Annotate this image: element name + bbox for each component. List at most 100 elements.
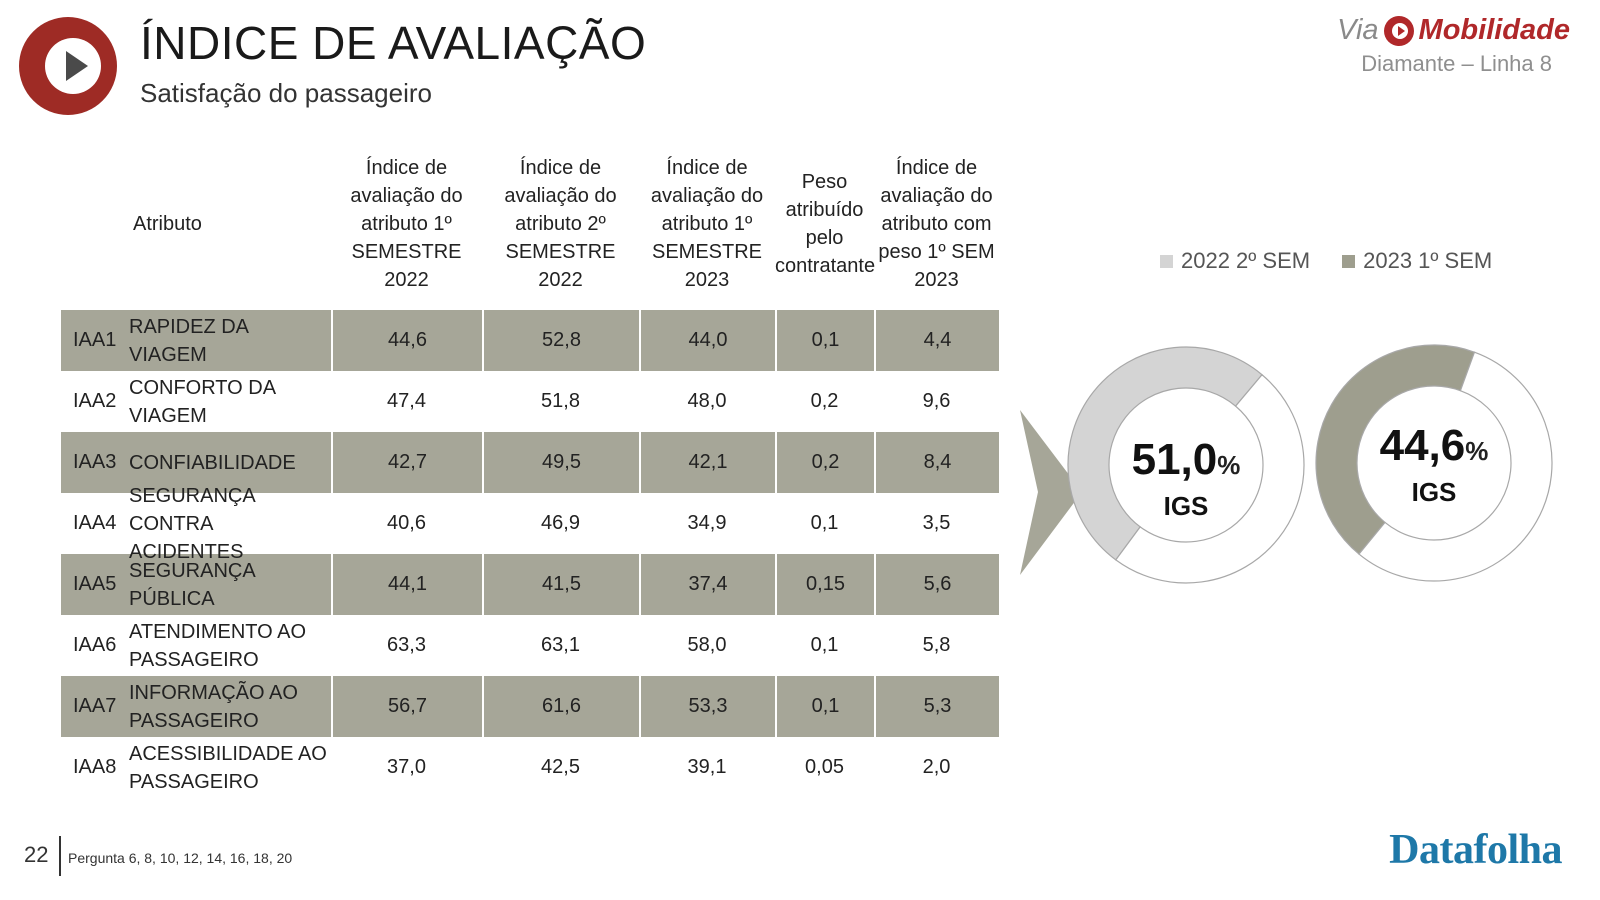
- evaluation-table: Atributo Índice de avaliação do atributo…: [61, 138, 999, 798]
- table-row: IAA4 SEGURANÇA CONTRA ACIDENTES 40,6 46,9 34…: [61, 484, 999, 563]
- cell-s1-2022: 63,3: [387, 634, 426, 656]
- row-code: IAA4: [73, 512, 117, 534]
- donut-2022: 51,0% IGS: [1066, 345, 1306, 585]
- donut-2022-remainder-arc: [1114, 373, 1305, 584]
- cell-peso: 0,05: [805, 756, 844, 778]
- header-attribute: Atributo: [133, 213, 202, 235]
- cell-s1-2023: 42,1: [639, 432, 775, 493]
- cell-s1-2022: 37,0: [387, 756, 426, 778]
- cell-peso: 0,1: [775, 676, 874, 737]
- table-row: IAA7 INFORMAÇÃO AO PASSAGEIRO 56,7 61,6 53,3…: [61, 676, 999, 737]
- row-code: IAA7: [73, 695, 117, 717]
- row-attribute: INFORMAÇÃO AO PASSAGEIRO: [129, 681, 298, 732]
- cell-s1-2022: 47,4: [387, 390, 426, 412]
- cell-s2-2022: 51,8: [541, 390, 580, 412]
- cell-peso: 0,1: [775, 310, 874, 371]
- cell-s1-2022: 40,6: [387, 512, 426, 534]
- donut-2023-value: 44,6%: [1314, 421, 1554, 471]
- cell-peso: 0,2: [775, 432, 874, 493]
- brand-play-icon: [1383, 15, 1414, 46]
- row-attribute: CONFORTO DA VIAGEM: [129, 376, 275, 427]
- datafolha-logo: Datafolha: [1389, 827, 1562, 873]
- cell-s1-2023: 48,0: [687, 390, 727, 412]
- table-body: IAA1 RAPIDEZ DA VIAGEM 44,6 52,8 44,0 0,1 4,4 I…: [61, 310, 999, 798]
- row-attribute: SEGURANÇA CONTRA ACIDENTES: [129, 484, 255, 563]
- cell-peso: 0,15: [775, 554, 874, 615]
- play-logo-icon: [19, 17, 117, 115]
- cell-s1-2023: 34,9: [687, 512, 727, 534]
- cell-s1-2022: 44,6: [331, 310, 482, 371]
- header-col4: Peso atribuído pelo contratante: [775, 171, 876, 277]
- cell-com-peso: 3,5: [922, 512, 951, 534]
- table-row: IAA2 CONFORTO DA VIAGEM 47,4 51,8 48,0 0,2 9,6: [61, 371, 999, 432]
- legend-swatch-2022: [1160, 254, 1173, 268]
- cell-s2-2022: 42,5: [541, 756, 580, 778]
- donut-2023-number: 44,6: [1379, 421, 1466, 470]
- brand-mobilidade: Mobilidade: [1418, 14, 1570, 46]
- donut-2022-svg: [1067, 346, 1305, 584]
- donut-2022-label: IGS: [1163, 491, 1209, 521]
- table-row: IAA8 ACESSIBILIDADE AO PASSAGEIRO 37,0 42,5…: [61, 737, 999, 798]
- brand-logo: Via Mobilidade Diamante – Linha 8: [1337, 14, 1570, 77]
- cell-s1-2023: 53,3: [639, 676, 775, 737]
- legend-item-2022: 2022 2º SEM: [1160, 248, 1310, 274]
- row-code: IAA8: [73, 756, 117, 778]
- donut-2023-label: IGS: [1411, 477, 1457, 507]
- row-attribute: RAPIDEZ DA VIAGEM: [129, 315, 248, 366]
- cell-s2-2022: 41,5: [482, 554, 639, 615]
- cell-peso: 0,1: [810, 634, 839, 656]
- cell-com-peso: 9,6: [922, 390, 951, 412]
- cell-peso: 0,2: [810, 390, 839, 412]
- footer-note: Pergunta 6, 8, 10, 12, 14, 16, 18, 20: [68, 850, 293, 866]
- header-col1: Índice de avaliação do atributo 1º SEMES…: [350, 157, 463, 291]
- cell-com-peso: 5,8: [922, 634, 951, 656]
- row-code: IAA5: [73, 573, 117, 595]
- cell-s1-2023: 58,0: [687, 634, 727, 656]
- cell-s1-2022: 56,7: [331, 676, 482, 737]
- cell-peso: 0,1: [810, 512, 839, 534]
- table-row: IAA5 SEGURANÇA PÚBLICA 44,1 41,5 37,4 0,15 5,6: [61, 554, 999, 615]
- table-header: Atributo Índice de avaliação do atributo…: [61, 138, 999, 310]
- chart-legend: 2022 2º SEM 2023 1º SEM: [1160, 248, 1492, 274]
- legend-swatch-2023: [1342, 254, 1356, 268]
- donut-2023-svg: [1315, 344, 1553, 582]
- table-row: IAA6 ATENDIMENTO AO PASSAGEIRO 63,3 63,1 58,…: [61, 615, 999, 676]
- header-col3: Índice de avaliação do atributo 1º SEMES…: [650, 157, 764, 291]
- legend-item-2023: 2023 1º SEM: [1342, 248, 1492, 274]
- cell-s1-2023: 44,0: [639, 310, 775, 371]
- cell-s1-2022: 42,7: [331, 432, 482, 493]
- cell-s1-2022: 44,1: [331, 554, 482, 615]
- cell-s2-2022: 49,5: [482, 432, 639, 493]
- donut-2023-unit: %: [1465, 436, 1489, 466]
- donut-2023-remainder-arc: [1358, 351, 1553, 582]
- row-code: IAA1: [73, 329, 117, 351]
- brand-line-name: Diamante – Linha 8: [1361, 51, 1552, 76]
- page-number: 22: [24, 842, 49, 867]
- row-code: IAA3: [73, 451, 117, 473]
- cell-s2-2022: 46,9: [541, 512, 580, 534]
- cell-s2-2022: 61,6: [482, 676, 639, 737]
- donut-2022-unit: %: [1217, 450, 1241, 480]
- row-attribute: CONFIABILIDADE: [129, 451, 296, 474]
- cell-com-peso: 8,4: [874, 432, 999, 493]
- brand-via: Via: [1337, 14, 1379, 46]
- donut-2022-value: 51,0%: [1066, 435, 1306, 485]
- row-code: IAA2: [73, 390, 117, 412]
- page-title: ÍNDICE DE AVALIAÇÃO: [140, 17, 647, 69]
- row-attribute: ACESSIBILIDADE AO PASSAGEIRO: [129, 742, 327, 793]
- donut-2023: 44,6% IGS: [1314, 343, 1554, 583]
- table-row: IAA3 CONFIABILIDADE 42,7 49,5 42,1 0,2 8,4: [61, 432, 999, 493]
- header-col2: Índice de avaliação do atributo 2º SEMES…: [504, 157, 617, 291]
- cell-com-peso: 2,0: [922, 756, 951, 778]
- table-row: IAA1 RAPIDEZ DA VIAGEM 44,6 52,8 44,0 0,1 4,4: [61, 310, 999, 371]
- row-attribute: ATENDIMENTO AO PASSAGEIRO: [129, 620, 307, 671]
- cell-s2-2022: 52,8: [482, 310, 639, 371]
- row-code: IAA6: [73, 634, 117, 656]
- page-subtitle: Satisfação do passageiro: [140, 78, 432, 108]
- arrow-right-icon: [1020, 410, 1082, 575]
- cell-s1-2023: 39,1: [687, 756, 727, 778]
- cell-s2-2022: 63,1: [541, 634, 580, 656]
- cell-s1-2023: 37,4: [639, 554, 775, 615]
- legend-label-2023: 2023 1º SEM: [1363, 248, 1493, 273]
- footer-divider: [59, 836, 61, 876]
